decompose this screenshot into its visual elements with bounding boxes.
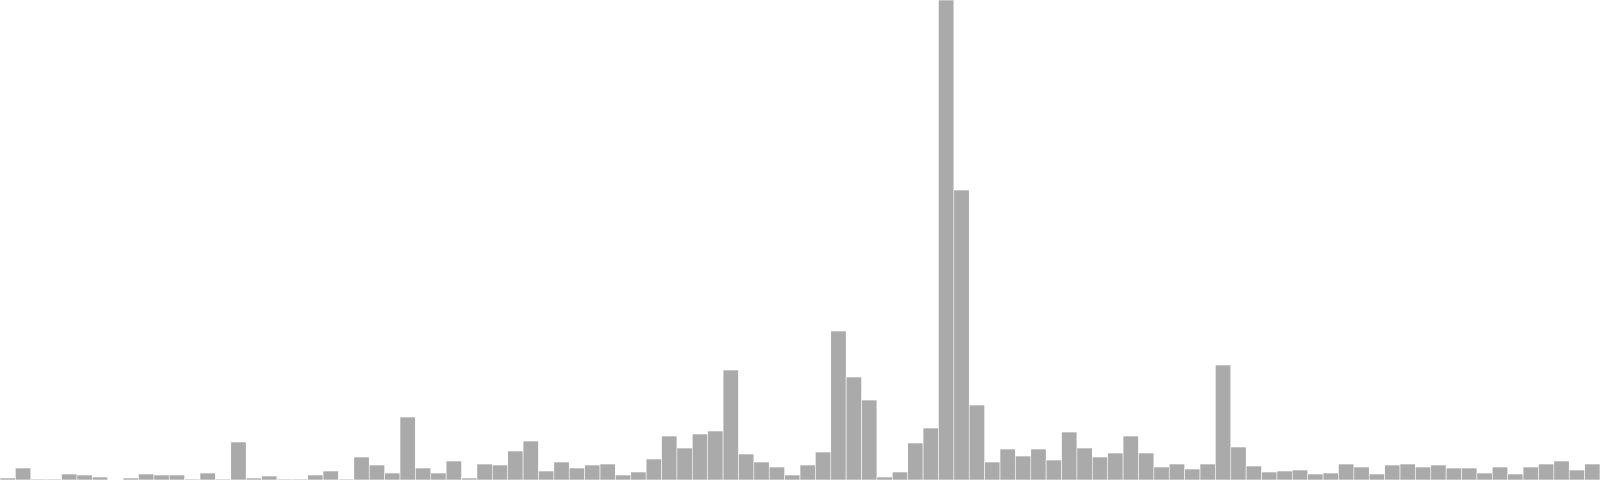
bar-102 [1568,469,1585,480]
bar-94 [1445,467,1462,480]
bar-85 [1307,473,1324,480]
bar-41 [630,471,647,480]
bar-32 [492,464,508,480]
bar-25 [384,472,401,480]
bar-35 [538,470,555,480]
bar-98 [1507,473,1524,480]
bar-78 [1199,463,1216,480]
bar-11 [168,474,185,480]
bar-49 [753,461,770,480]
bar-44 [676,447,693,480]
bar-71 [1092,456,1108,480]
bar-46 [707,430,724,480]
bar-33 [507,450,524,480]
bar-100 [1538,463,1555,480]
bar-42 [645,458,662,480]
bar-52 [799,464,816,480]
bar-99 [1522,466,1539,480]
bar-23 [353,456,370,480]
bar-70 [1076,447,1093,480]
bar-80 [1230,446,1247,480]
bar-92 [1415,466,1432,480]
bar-72 [1107,452,1124,480]
bar-62 [953,189,970,480]
bar-69 [1061,431,1078,480]
bar-103 [1584,463,1600,480]
bar-39 [599,463,616,480]
bar-56 [861,399,878,480]
bar-79 [1215,364,1232,480]
bar-50 [768,466,785,480]
bar-96 [1476,472,1493,480]
bar-64 [984,461,1001,480]
bar-53 [815,451,832,480]
bar-28 [430,472,447,480]
bar-86 [1322,472,1339,480]
bar-10 [153,474,170,480]
bar-47 [722,369,739,480]
bar-67 [1030,448,1047,480]
bar-61 [938,0,955,480]
bar-31 [476,463,493,480]
bar-27 [415,467,432,480]
bar-55 [845,376,862,480]
bar-101 [1553,460,1570,480]
bar-88 [1353,466,1370,480]
bar-17 [261,475,278,480]
bar-95 [1461,467,1478,480]
bar-82 [1261,471,1278,480]
bar-9 [138,473,155,480]
bar-1 [15,467,32,480]
bar-63 [968,404,985,480]
bar-15 [230,441,247,480]
bar-75 [1153,466,1170,480]
bar-87 [1338,463,1355,480]
bar-76 [1168,463,1185,480]
bar-20 [307,474,324,480]
bar-13 [199,472,216,480]
bar-5 [76,474,93,480]
bar-24 [368,464,385,480]
bar-54 [830,330,847,480]
bar-91 [1399,463,1416,480]
bar-29 [445,460,462,480]
bar-4 [61,473,78,480]
bar-37 [568,467,585,480]
bar-40 [615,474,632,480]
bar-59 [907,442,924,480]
bar-60 [922,427,939,480]
bar-6 [92,476,108,480]
bar-45 [692,433,708,480]
bar-74 [1138,452,1155,480]
bar-21 [322,470,339,480]
bar-93 [1430,464,1447,480]
bar-65 [999,448,1016,480]
bar-26 [399,416,416,480]
bar-38 [584,464,601,480]
bar-83 [1276,470,1293,480]
bar-48 [738,453,755,480]
bar-89 [1368,473,1385,480]
bar-51 [784,474,801,480]
bar-97 [1492,466,1508,480]
bar-58 [892,471,908,480]
bar-81 [1245,465,1262,480]
bar-84 [1292,469,1308,480]
bar-34 [522,440,539,480]
bar-66 [1015,455,1032,480]
bar-73 [1122,435,1139,480]
bar-36 [553,461,570,480]
bar-43 [661,435,678,480]
bar-90 [1384,464,1401,480]
bar-68 [1045,459,1062,480]
bar-77 [1184,468,1201,480]
